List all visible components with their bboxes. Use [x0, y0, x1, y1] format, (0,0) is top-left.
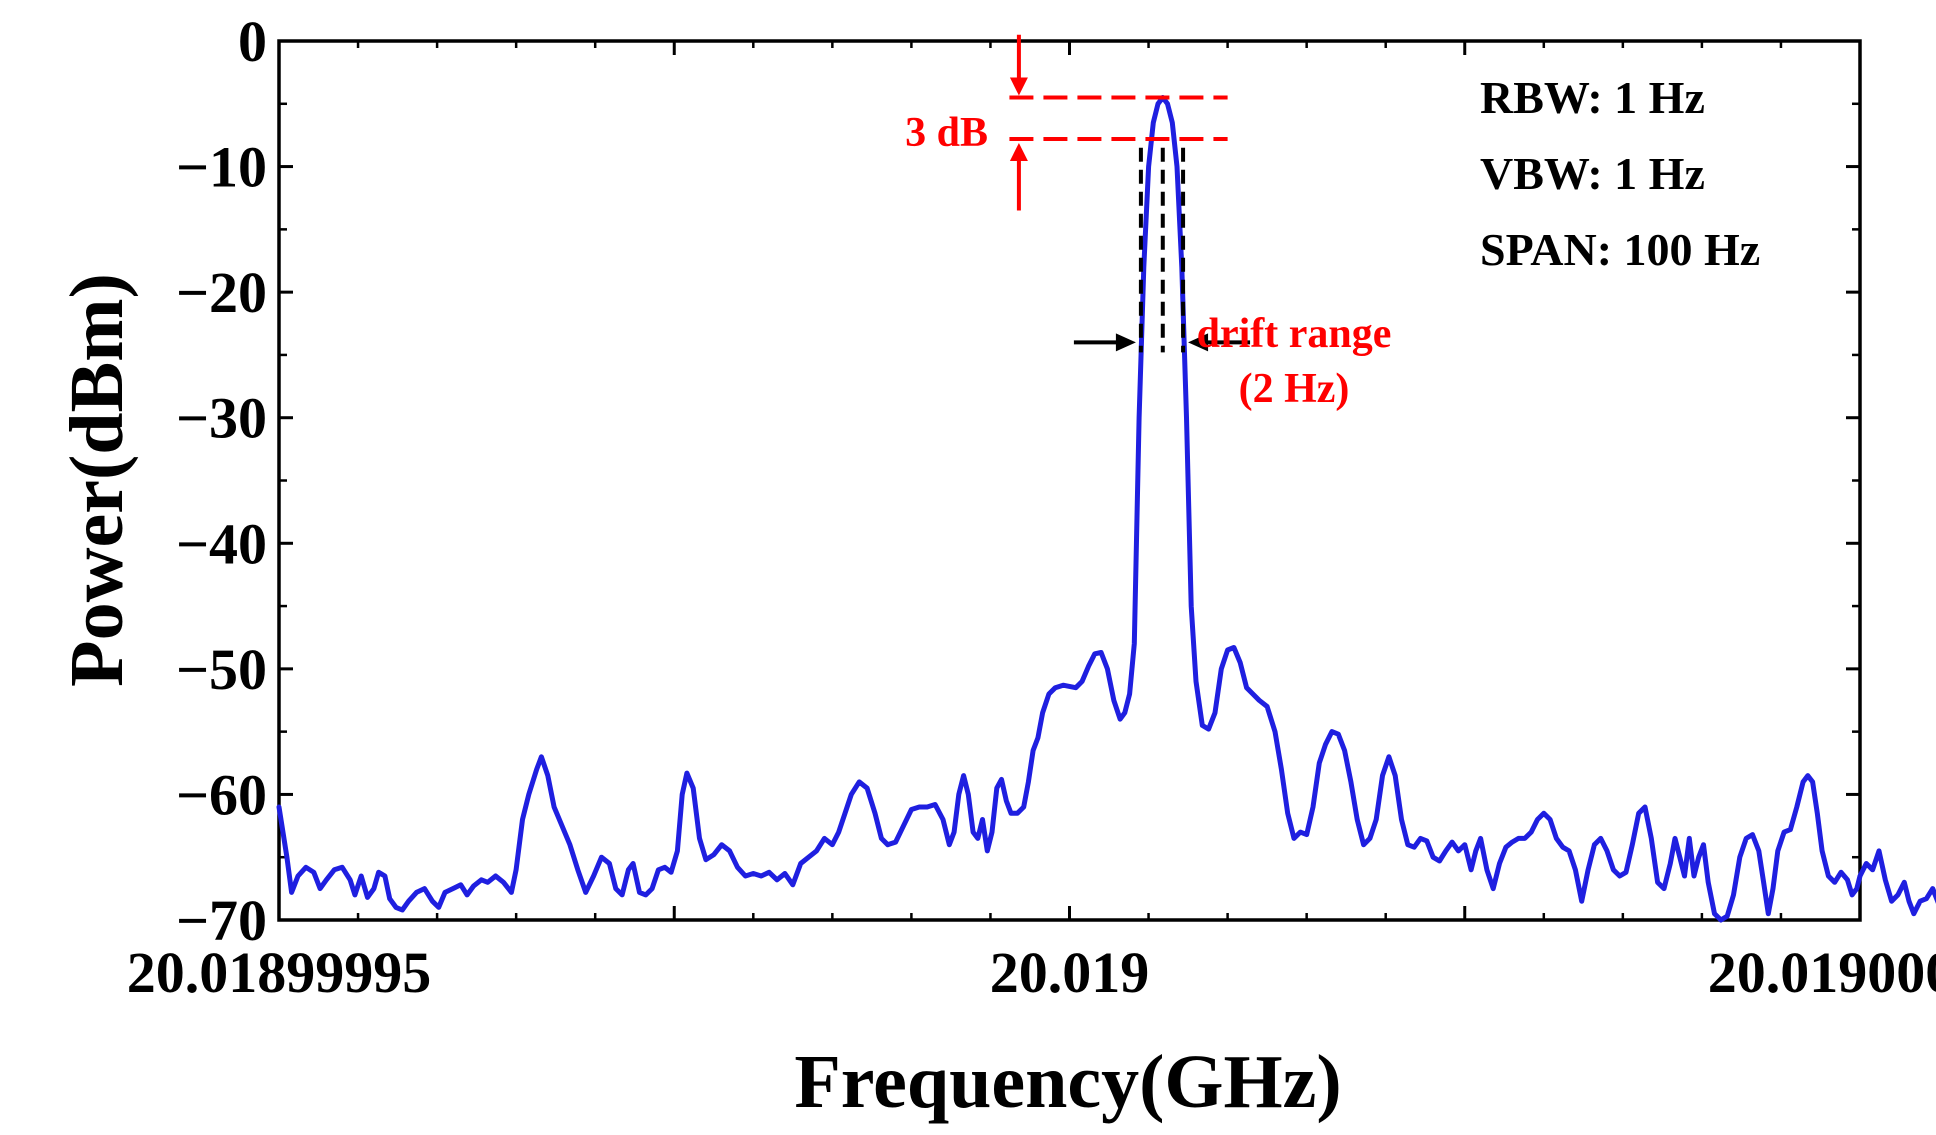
- spectrum-line: [276, 95, 1936, 923]
- y-tick-label: −70: [176, 888, 267, 953]
- axis-ticks: [277, 39, 1862, 922]
- drift-range-value-label: (2 Hz): [1239, 366, 1350, 412]
- x-tick-label: 20.019: [990, 940, 1150, 1005]
- vbw-label: VBW: 1 Hz: [1480, 148, 1705, 199]
- x-tick-label: 20.01900005: [1708, 940, 1936, 1005]
- span-label: SPAN: 100 Hz: [1480, 224, 1760, 275]
- x-tick-label: 20.01899995: [127, 940, 432, 1005]
- drift-arrowhead-right: [1188, 333, 1209, 352]
- y-tick-label: −40: [176, 511, 267, 576]
- 3db-label: 3 dB: [905, 110, 988, 156]
- drift-arrowhead-left: [1115, 333, 1136, 352]
- instrument-settings: RBW: 1 Hz VBW: 1 Hz SPAN: 100 Hz: [1480, 72, 1760, 275]
- y-tick-label: −30: [176, 386, 267, 451]
- y-tick-label: −60: [176, 762, 267, 827]
- y-tick-label: 0: [238, 9, 267, 74]
- y-tick-label: −10: [176, 135, 267, 200]
- y-tick-label: −20: [176, 260, 267, 325]
- annotations: 3 dB drift range (2 Hz): [905, 34, 1392, 412]
- 3db-arrowhead-up: [1009, 142, 1028, 161]
- x-axis-title: Frequency(GHz): [794, 1040, 1341, 1124]
- y-axis-title: Power(dBm): [55, 273, 139, 687]
- drift-range-label: drift range: [1197, 311, 1392, 357]
- 3db-arrowhead-down: [1009, 77, 1028, 96]
- rbw-label: RBW: 1 Hz: [1480, 72, 1705, 123]
- y-tick-label: −50: [176, 637, 267, 702]
